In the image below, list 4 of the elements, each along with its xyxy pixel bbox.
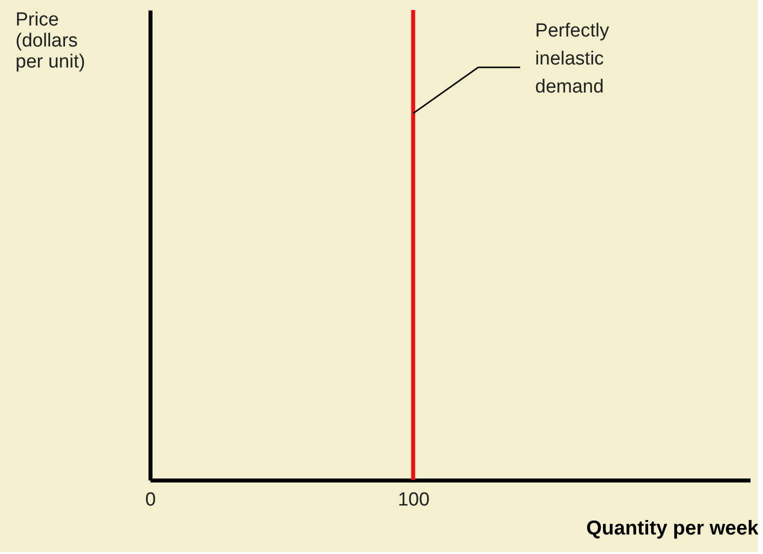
y-axis-title: Price (dollars per unit) — [16, 10, 86, 72]
x-tick-label: 0 — [145, 490, 156, 510]
x-tick-label: 100 — [398, 490, 430, 510]
annotation: Perfectly inelastic demand — [535, 20, 610, 98]
